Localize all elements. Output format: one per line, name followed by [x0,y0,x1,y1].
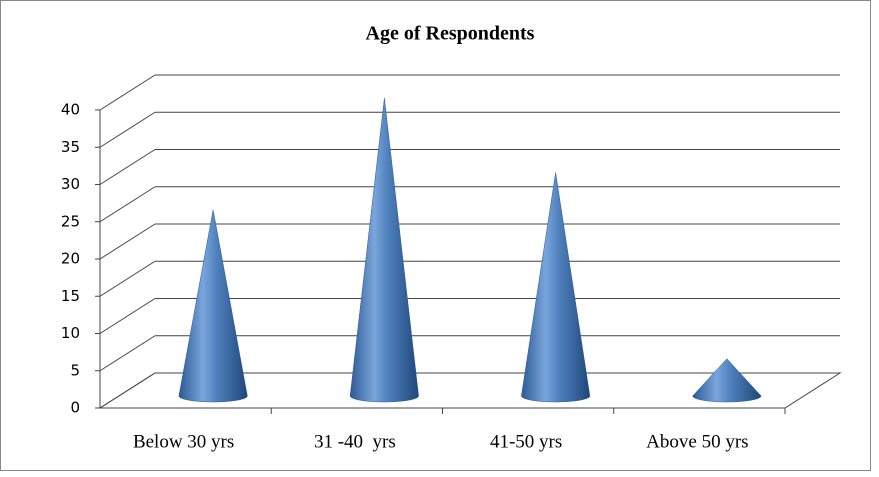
grid-line [99,298,156,334]
grid-line [99,111,156,148]
y-tick-label: 25 [61,212,80,230]
grid-line [99,372,156,409]
grid-line [99,186,156,223]
cone [178,209,248,403]
grid-line [99,260,156,297]
y-tick-label: 20 [61,250,80,268]
x-tick-label: 31 -40 yrs [314,431,396,452]
y-tick-label: 5 [70,361,80,379]
chart-title: Age of Respondents [366,23,535,45]
grid-line [99,223,156,260]
y-tick-label: 30 [61,175,80,193]
cone [521,172,591,403]
cone [349,97,419,403]
grid-line [99,74,156,111]
x-tick-label: 41-50 yrs [490,431,562,452]
grid-line [99,335,156,372]
cone [692,358,762,403]
y-tick-label: 0 [70,399,80,417]
y-tick-label: 15 [61,287,80,305]
x-tick-label: Below 30 yrs [133,431,234,452]
y-tick-label: 35 [61,138,80,156]
x-tick-label: Above 50 yrs [646,431,748,452]
grid-line [99,149,156,185]
y-tick-label: 40 [61,101,80,119]
y-tick-label: 10 [61,324,80,342]
